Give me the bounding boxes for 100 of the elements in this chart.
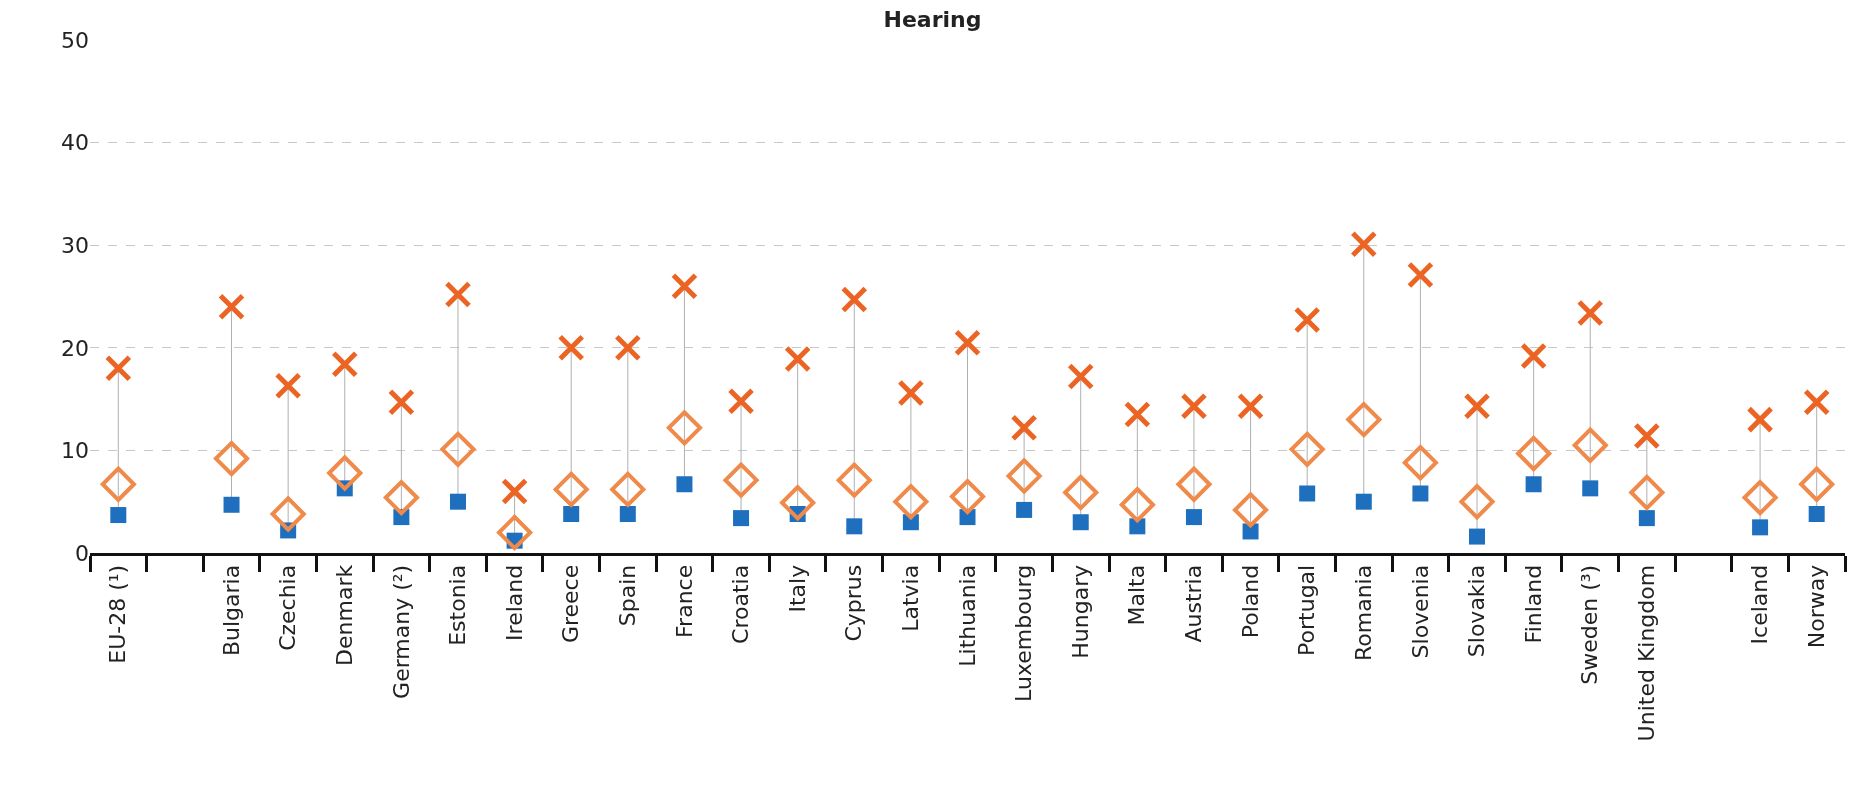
point	[1516, 435, 1552, 472]
point	[1232, 492, 1269, 528]
point	[1742, 480, 1778, 516]
point	[1469, 528, 1486, 545]
point	[1010, 414, 1038, 442]
x-tick-label: Hungary	[1067, 564, 1093, 659]
point	[836, 462, 872, 498]
x-tick-label: Greece	[558, 564, 584, 644]
point	[1350, 230, 1378, 258]
y-tick-label: 50	[61, 27, 89, 53]
x-tick-label: Iceland	[1747, 564, 1773, 645]
point	[1633, 422, 1661, 450]
point	[1582, 480, 1599, 497]
point	[840, 286, 868, 314]
point	[1746, 406, 1774, 434]
x-tick-label: Malta	[1124, 564, 1150, 626]
y-tick-label: 0	[75, 540, 89, 566]
x-tick-label: Norway	[1803, 564, 1829, 649]
point	[387, 388, 415, 416]
point	[1067, 363, 1095, 391]
point	[1289, 431, 1325, 467]
point	[1185, 509, 1202, 526]
point	[1346, 402, 1382, 438]
x-tick-label: Ireland	[501, 564, 527, 641]
point	[104, 354, 132, 382]
point	[1355, 493, 1372, 510]
x-tick-label: Slovenia	[1407, 564, 1433, 659]
point	[670, 272, 698, 300]
x-tick-label: Denmark	[331, 564, 357, 666]
x-tick-label: Croatia	[728, 564, 754, 644]
point	[1063, 474, 1099, 511]
point	[723, 462, 759, 498]
point	[1406, 261, 1434, 289]
point	[1176, 466, 1212, 502]
x-tick-label: Finland	[1520, 564, 1546, 644]
point	[553, 471, 589, 507]
point	[954, 329, 981, 357]
point	[501, 477, 529, 505]
point	[846, 518, 863, 535]
point	[274, 372, 302, 400]
point	[1293, 306, 1321, 334]
point	[327, 455, 363, 491]
x-tick-label: Estonia	[445, 564, 471, 646]
x-tick-label: Spain	[614, 564, 640, 627]
x-tick-label: Bulgaria	[218, 564, 244, 657]
y-tick-label: 20	[61, 335, 89, 361]
point	[1576, 299, 1604, 327]
point	[331, 350, 359, 378]
point	[1799, 466, 1835, 502]
point	[223, 496, 240, 513]
point	[1412, 485, 1429, 502]
point	[619, 506, 636, 523]
point	[1242, 523, 1259, 540]
y-tick-label: 30	[61, 232, 89, 258]
point	[1629, 474, 1665, 511]
point	[780, 485, 816, 521]
point	[1803, 388, 1831, 416]
point	[444, 280, 472, 308]
point	[440, 431, 476, 467]
point	[1123, 400, 1151, 428]
point	[614, 334, 642, 362]
point	[1520, 342, 1548, 370]
x-tick-label: Slovakia	[1464, 564, 1490, 658]
point	[383, 480, 419, 516]
point	[727, 387, 755, 415]
x-tick-label: EU-28 (¹)	[105, 564, 131, 664]
point	[676, 476, 693, 493]
x-tick-label: Germany (²)	[388, 564, 414, 699]
point	[893, 484, 929, 520]
point	[1119, 487, 1155, 523]
point	[1299, 485, 1316, 502]
x-tick-label: Czechia	[275, 564, 301, 651]
point	[213, 441, 250, 477]
point	[449, 493, 466, 510]
x-tick-label: United Kingdom	[1634, 564, 1659, 742]
x-tick-label: Austria	[1181, 564, 1207, 643]
x-tick-label: Cyprus	[841, 564, 867, 642]
point	[1072, 514, 1089, 531]
point	[733, 510, 750, 527]
point	[1459, 484, 1495, 520]
point	[218, 293, 246, 321]
point	[610, 471, 646, 507]
point	[784, 345, 812, 373]
point	[1129, 518, 1146, 535]
point	[110, 507, 127, 524]
point	[270, 496, 306, 532]
point	[1572, 427, 1608, 463]
point	[1006, 458, 1042, 494]
point	[497, 514, 533, 551]
point	[1638, 510, 1655, 527]
y-tick-label: 10	[61, 438, 89, 464]
x-tick-label: France	[671, 564, 697, 638]
point	[1402, 445, 1438, 481]
x-tick-label: Italy	[784, 564, 810, 613]
point	[1016, 501, 1033, 518]
chart-title: Hearing	[883, 7, 982, 33]
point	[100, 466, 136, 502]
y-tick-label: 40	[61, 130, 89, 156]
x-tick-label: Latvia	[898, 564, 924, 632]
x-tick-label: Portugal	[1294, 564, 1320, 656]
